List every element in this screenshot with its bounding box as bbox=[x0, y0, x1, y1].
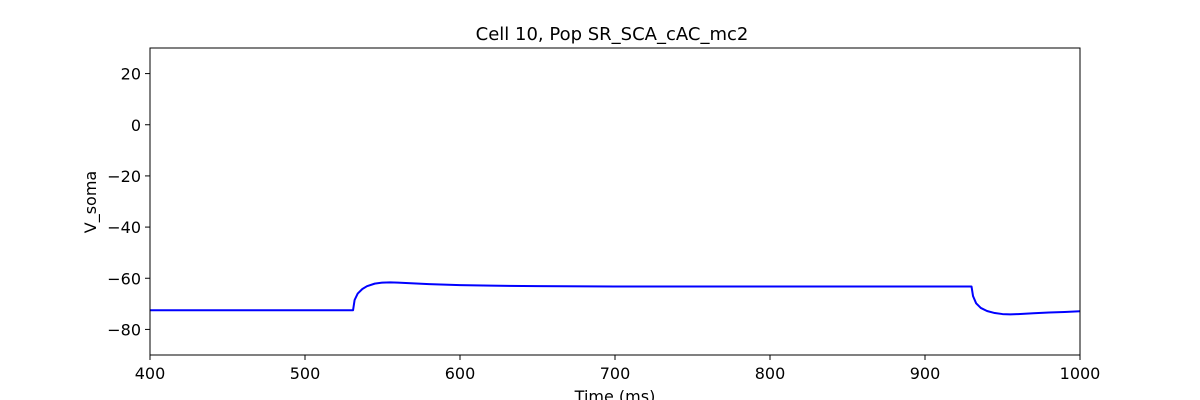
y-axis-label: V_soma bbox=[81, 171, 101, 233]
y-tick-label: −60 bbox=[107, 269, 141, 288]
y-axis-ticks: 20 0 −20 −40 −60 −80 bbox=[107, 65, 150, 339]
chart-title: Cell 10, Pop SR_SCA_cAC_mc2 bbox=[476, 24, 749, 45]
x-tick-label: 500 bbox=[290, 364, 321, 383]
y-tick-label: −20 bbox=[107, 167, 141, 186]
x-tick-label: 400 bbox=[135, 364, 166, 383]
x-axis-ticks: 400 500 600 700 800 900 1000 bbox=[135, 355, 1101, 383]
x-tick-label: 600 bbox=[445, 364, 476, 383]
y-tick-label: −80 bbox=[107, 320, 141, 339]
x-tick-label: 700 bbox=[600, 364, 631, 383]
axes-frame bbox=[149, 47, 1081, 356]
y-tick-label: 0 bbox=[131, 116, 141, 135]
x-tick-label: 1000 bbox=[1060, 364, 1101, 383]
plot-area bbox=[149, 47, 1081, 356]
x-tick-label: 800 bbox=[755, 364, 786, 383]
series-line-0 bbox=[150, 281, 1080, 316]
y-tick-label: −40 bbox=[107, 218, 141, 237]
y-tick-label: 20 bbox=[121, 65, 141, 84]
x-axis-label: Time (ms) bbox=[574, 387, 656, 400]
x-tick-label: 900 bbox=[910, 364, 941, 383]
